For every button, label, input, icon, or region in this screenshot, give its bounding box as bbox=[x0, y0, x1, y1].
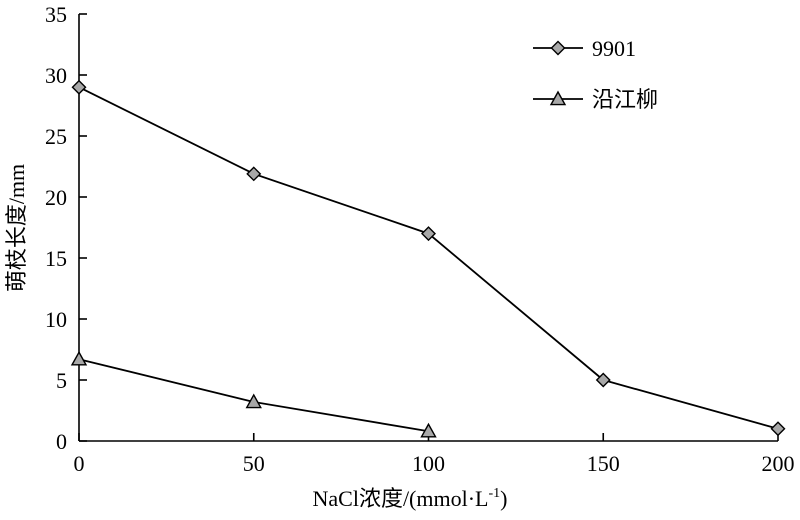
series-line-1 bbox=[78, 86, 779, 430]
data-point-2-1 bbox=[70, 350, 88, 366]
legend-label-2: 沿江柳 bbox=[592, 87, 658, 112]
x-tick-label: 150 bbox=[587, 451, 620, 476]
y-tick-label: 0 bbox=[56, 429, 67, 454]
data-point-1-4 bbox=[595, 372, 611, 388]
x-axis-label-main: NaCl浓度/(mmol·L bbox=[313, 486, 489, 511]
data-point-1-3 bbox=[421, 226, 436, 242]
x-axis-label: NaCl浓度/(mmol·L-1) bbox=[313, 486, 508, 511]
y-tick-label: 10 bbox=[45, 307, 67, 332]
y-tick-label: 5 bbox=[56, 368, 67, 393]
y-axis-ticks: 0 5 10 15 20 25 30 35 bbox=[45, 2, 87, 454]
legend-marker-1 bbox=[550, 40, 566, 56]
x-tick-label: 100 bbox=[412, 451, 445, 476]
series-layer bbox=[70, 79, 786, 438]
y-tick-label: 25 bbox=[45, 124, 67, 149]
y-tick-label: 15 bbox=[45, 246, 67, 271]
x-tick-label: 200 bbox=[762, 451, 795, 476]
data-point-1-2 bbox=[246, 166, 262, 182]
data-point-1-1 bbox=[71, 79, 87, 95]
x-tick-label: 50 bbox=[243, 451, 265, 476]
data-point-2-2 bbox=[245, 393, 262, 409]
legend: 9901 沿江柳 bbox=[533, 36, 658, 112]
x-axis-label-tail: ) bbox=[500, 486, 507, 511]
data-point-1-5 bbox=[770, 421, 786, 437]
legend-marker-2 bbox=[549, 90, 567, 106]
y-axis-label: 萌枝长度/mm bbox=[4, 164, 29, 292]
x-axis-ticks: 0 50 100 150 200 bbox=[74, 433, 795, 476]
data-point-2-3 bbox=[420, 422, 437, 438]
x-axis-label-superscript: -1 bbox=[488, 486, 500, 501]
legend-label-1: 9901 bbox=[592, 36, 636, 61]
x-tick-label: 0 bbox=[74, 451, 85, 476]
y-tick-label: 20 bbox=[45, 185, 67, 210]
y-tick-label: 35 bbox=[45, 2, 67, 27]
y-tick-label: 30 bbox=[45, 63, 67, 88]
